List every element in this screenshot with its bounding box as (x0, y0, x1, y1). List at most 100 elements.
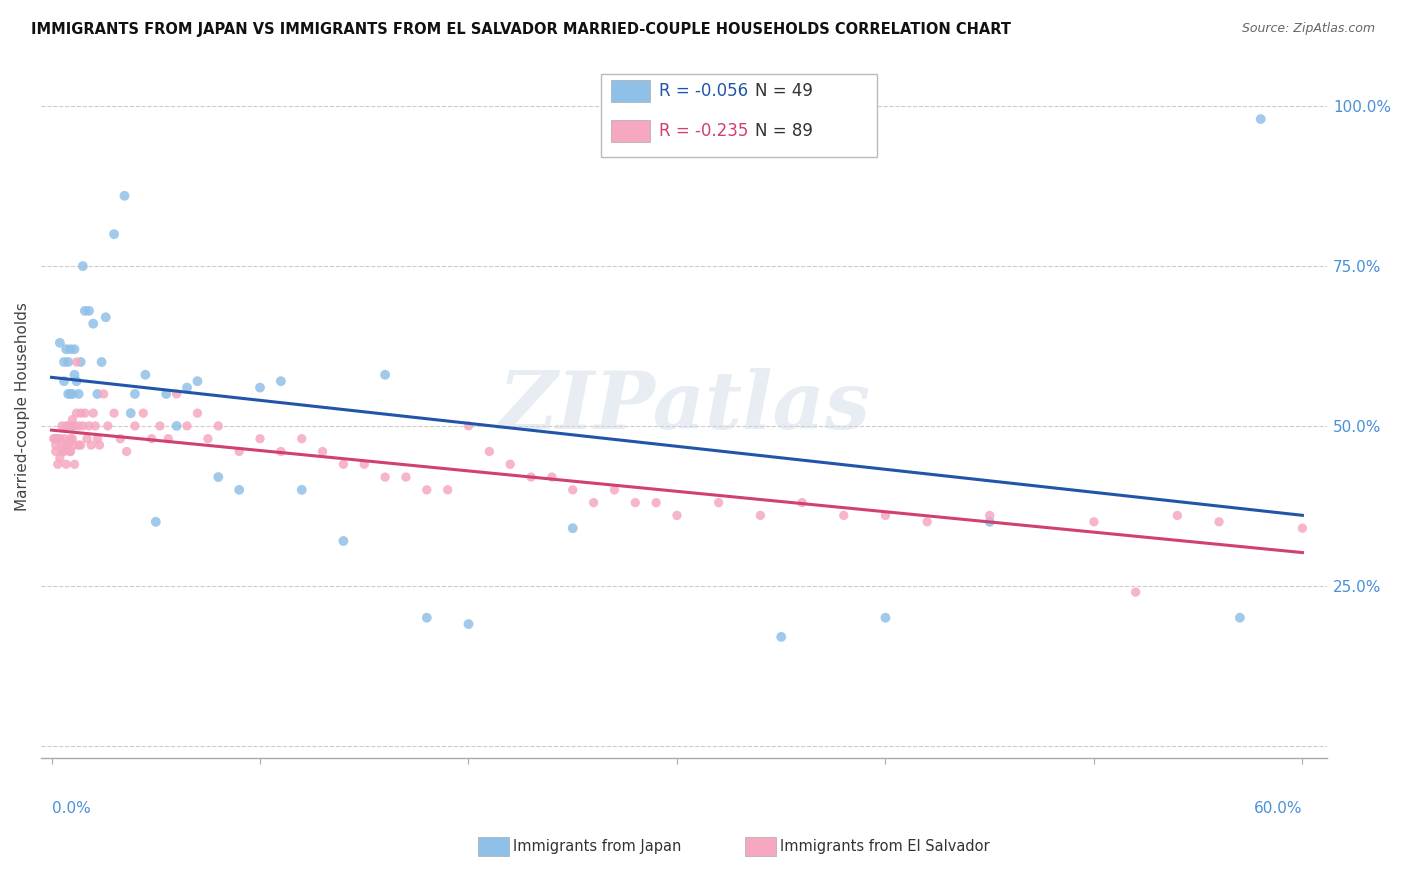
Point (60, 418, 83, 433)
Point (45, 432, 67, 446)
Point (49, 450, 72, 465)
Point (58, 387, 80, 401)
Point (436, 483, 458, 497)
Point (53, 355, 76, 369)
Point (197, 432, 219, 446)
Point (166, 387, 188, 401)
Text: Immigrants from El Salvador: Immigrants from El Salvador (780, 839, 990, 854)
Point (110, 432, 132, 446)
Point (51, 418, 73, 433)
Point (65, 406, 87, 420)
Point (86, 432, 108, 446)
Point (157, 432, 180, 446)
Point (55, 342, 77, 356)
Point (67, 418, 90, 433)
Y-axis label: Married-couple Households: Married-couple Households (15, 302, 30, 511)
Point (73, 406, 96, 420)
Point (124, 418, 146, 433)
Point (58, 355, 80, 369)
Point (270, 444, 292, 458)
Point (228, 444, 250, 458)
Point (1083, 515, 1105, 529)
Point (69, 438, 91, 452)
Point (77, 418, 100, 433)
Point (291, 432, 314, 446)
Point (103, 406, 125, 420)
Point (155, 387, 177, 401)
Point (55, 457, 77, 471)
Point (770, 630, 793, 644)
Point (80, 438, 103, 452)
Point (603, 483, 626, 497)
Point (416, 483, 439, 497)
Point (141, 432, 163, 446)
Text: 0.0%: 0.0% (52, 800, 90, 815)
Point (1208, 515, 1230, 529)
Point (979, 508, 1001, 523)
Point (332, 457, 354, 471)
Point (60, 432, 83, 446)
Point (561, 521, 583, 535)
Text: R = -0.056: R = -0.056 (658, 82, 748, 100)
Point (42, 432, 65, 446)
Point (45, 438, 67, 452)
Point (520, 470, 543, 484)
Point (120, 406, 142, 420)
Point (124, 387, 146, 401)
Point (832, 508, 855, 523)
Point (73, 303, 96, 318)
Point (132, 406, 155, 420)
Point (69, 355, 91, 369)
Text: N = 49: N = 49 (755, 82, 813, 100)
Point (51, 444, 73, 458)
Point (176, 380, 198, 394)
Point (46, 457, 69, 471)
Point (541, 470, 564, 484)
Point (82, 406, 104, 420)
Point (55, 438, 77, 452)
Point (228, 483, 250, 497)
FancyBboxPatch shape (612, 79, 650, 103)
Point (665, 112, 688, 126)
Point (645, 495, 668, 509)
Point (46, 432, 69, 446)
Point (875, 610, 897, 624)
Point (149, 418, 172, 433)
Point (93, 387, 115, 401)
Point (63, 342, 86, 356)
Point (59, 342, 82, 356)
Point (51, 438, 73, 452)
Point (63, 368, 86, 382)
Point (53, 444, 76, 458)
Point (1291, 521, 1313, 535)
Point (86, 387, 108, 401)
Point (875, 508, 897, 523)
Point (59, 444, 82, 458)
Text: R = -0.235: R = -0.235 (658, 122, 748, 140)
Point (59, 432, 82, 446)
Point (63, 438, 86, 452)
Point (115, 444, 138, 458)
Point (97, 418, 120, 433)
Point (63, 418, 86, 433)
Point (59, 387, 82, 401)
Point (59, 444, 82, 458)
Point (60, 412, 83, 426)
Point (186, 374, 208, 388)
Point (395, 470, 418, 484)
Point (49, 335, 72, 350)
Point (270, 374, 292, 388)
Point (76, 432, 98, 446)
Point (416, 610, 439, 624)
Point (69, 406, 91, 420)
Point (65, 374, 87, 388)
Point (311, 444, 333, 458)
Point (1229, 610, 1251, 624)
Point (94, 310, 117, 325)
Point (291, 483, 314, 497)
Point (82, 317, 104, 331)
Point (90, 355, 112, 369)
Text: IMMIGRANTS FROM JAPAN VS IMMIGRANTS FROM EL SALVADOR MARRIED-COUPLE HOUSEHOLDS C: IMMIGRANTS FROM JAPAN VS IMMIGRANTS FROM… (31, 22, 1011, 37)
Point (134, 368, 156, 382)
Point (499, 457, 522, 471)
